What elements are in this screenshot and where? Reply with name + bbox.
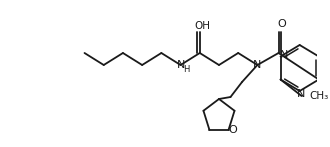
Text: O: O — [228, 125, 237, 135]
Text: OH: OH — [195, 21, 211, 31]
Text: H: H — [183, 65, 189, 74]
Text: CH₃: CH₃ — [309, 91, 329, 101]
Text: N: N — [253, 60, 262, 70]
Text: O: O — [277, 19, 286, 29]
Text: N: N — [296, 89, 305, 99]
Text: N: N — [280, 50, 288, 60]
Text: N: N — [176, 60, 185, 70]
